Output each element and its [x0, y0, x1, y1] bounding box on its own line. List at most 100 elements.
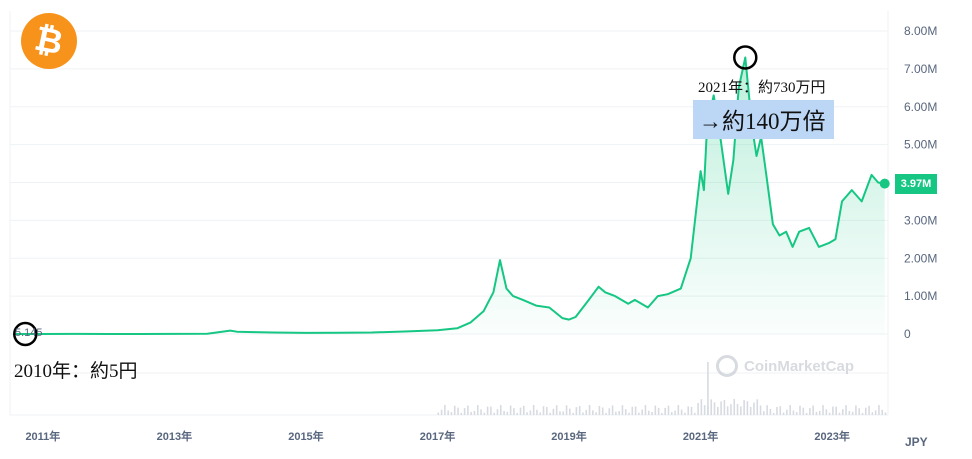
- volume-bar: [490, 406, 492, 415]
- volume-bar: [588, 405, 591, 415]
- start-annotation: 2010年：約5円: [14, 361, 138, 382]
- volume-bar: [809, 408, 811, 415]
- x-tick-label: 2011年: [25, 429, 60, 443]
- volume-bar: [772, 412, 775, 415]
- volume-bar: [779, 406, 782, 415]
- y-tick-label: 3.00M: [904, 213, 937, 227]
- currency-label: JPY: [905, 435, 928, 449]
- volume-bar: [726, 406, 729, 415]
- volume-bar: [687, 406, 690, 415]
- volume-bar: [680, 409, 683, 415]
- price-line: [13, 56, 885, 335]
- start-value-label: 5.145: [15, 327, 43, 339]
- y-tick-label: 2.00M: [904, 251, 937, 265]
- circle-markers: [13, 45, 890, 347]
- volume-bar: [562, 411, 565, 415]
- volume-bar: [592, 410, 594, 415]
- volume-bar: [575, 407, 578, 415]
- x-tick-label: 2015年: [288, 429, 323, 443]
- volume-bar: [878, 405, 880, 415]
- volume-bar: [467, 405, 469, 415]
- volume-bar: [546, 407, 548, 415]
- volume-bar: [749, 406, 752, 415]
- volume-bar: [674, 410, 676, 415]
- volume-bar: [644, 405, 647, 415]
- circle-marker: [13, 321, 38, 347]
- volume-bar: [782, 412, 785, 415]
- volume-bar: [536, 409, 538, 415]
- volume-bar: [460, 412, 463, 415]
- volume-bar: [470, 411, 472, 415]
- volume-bar: [605, 412, 607, 415]
- volume-bar: [864, 407, 867, 415]
- volume-bar: [828, 412, 831, 415]
- volume-bar: [598, 405, 601, 415]
- volume-bar: [532, 405, 535, 415]
- volume-bar: [516, 412, 519, 415]
- volume-bar: [736, 404, 739, 415]
- volume-bar: [559, 411, 561, 415]
- volume-bar: [786, 409, 788, 415]
- x-axis-ticks: 2011年 2013年 2015年 2017年 2019年 2021年 2023年: [25, 429, 849, 443]
- coinmarketcap-icon: [716, 355, 738, 377]
- volume-bar: [483, 412, 486, 415]
- y-axis-ticks: 01.00M2.00M3.00M4.00M5.00M6.00M7.00M8.00…: [904, 24, 937, 341]
- volume-bar: [565, 405, 568, 415]
- volume-bar: [447, 410, 449, 415]
- volume-bar: [690, 406, 693, 415]
- volume-bar: [822, 405, 824, 415]
- volume-bar: [440, 409, 443, 415]
- volume-bar: [697, 403, 699, 415]
- volume-bar: [457, 407, 459, 415]
- volume-bar: [667, 405, 670, 415]
- y-tick-label: 0: [904, 327, 911, 341]
- volume-bar: [549, 412, 551, 415]
- volume-bar: [569, 408, 571, 415]
- volume-bar: [858, 408, 861, 415]
- volume-bar: [578, 406, 581, 415]
- volume-bar: [700, 399, 703, 415]
- volume-bar: [802, 407, 805, 415]
- volume-bar: [884, 412, 887, 415]
- volume-bar: [618, 411, 620, 415]
- volume-bar: [720, 401, 722, 415]
- volume-bar: [743, 400, 745, 415]
- volume-bar: [503, 410, 505, 415]
- volume-bar: [723, 399, 726, 415]
- volume-bar: [499, 405, 502, 415]
- bitcoin-glyph: ₿: [31, 18, 67, 64]
- coinmarketcap-watermark: CoinMarketCap: [716, 355, 854, 377]
- volume-bar: [582, 412, 584, 415]
- volume-bar: [624, 409, 627, 415]
- volume-bar: [792, 410, 795, 415]
- volume-bar: [542, 406, 545, 415]
- volume-bar: [539, 412, 542, 415]
- volume-bar: [519, 407, 522, 415]
- volume-bar: [615, 411, 617, 415]
- volume-bar: [805, 412, 808, 415]
- volume-bar: [638, 412, 640, 415]
- volume-bar: [799, 405, 801, 415]
- volume-bar: [657, 407, 660, 415]
- volume-bar: [572, 412, 574, 415]
- volume-bar: [818, 410, 821, 415]
- volume-bar: [684, 412, 686, 415]
- volume-bar: [526, 412, 528, 415]
- volume-bar: [759, 405, 762, 415]
- volume-bar: [621, 405, 624, 415]
- volume-bar: [851, 411, 854, 415]
- volume-bar: [506, 411, 509, 415]
- x-tick-label: 2013年: [157, 429, 192, 443]
- volume-bar: [453, 405, 456, 415]
- y-tick-label: 8.00M: [904, 24, 937, 38]
- circle-marker: [733, 45, 758, 70]
- volume-bar: [707, 362, 709, 415]
- y-tick-label: 7.00M: [904, 62, 937, 76]
- x-tick-label: 2017年: [420, 429, 455, 443]
- volume-bar: [693, 412, 696, 415]
- volume-bar: [881, 409, 884, 415]
- volume-bar: [795, 412, 798, 415]
- volume-bar: [611, 405, 614, 415]
- volume-bar: [641, 409, 643, 415]
